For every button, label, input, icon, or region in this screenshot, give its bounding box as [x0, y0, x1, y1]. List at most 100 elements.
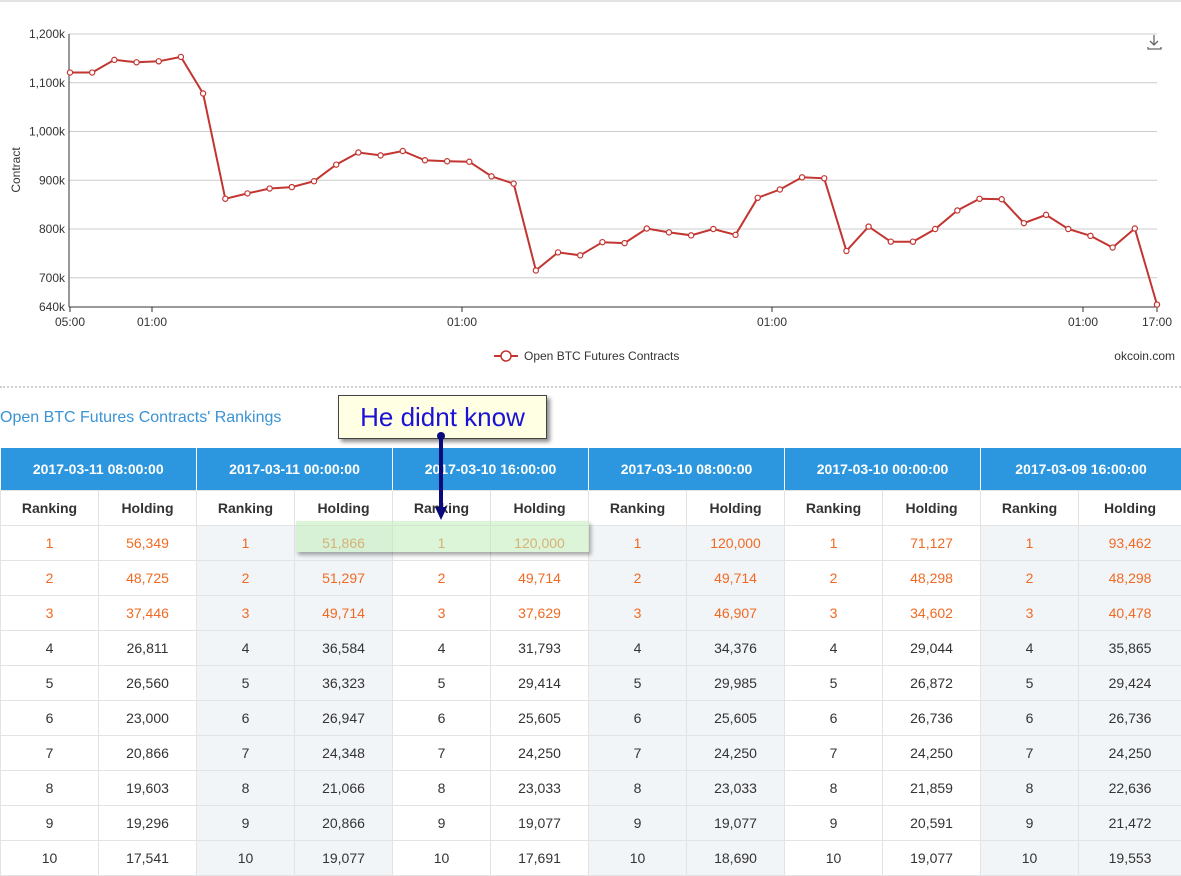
data-point[interactable] — [311, 179, 316, 184]
data-point[interactable] — [1110, 245, 1115, 250]
data-point[interactable] — [910, 239, 915, 244]
data-point[interactable] — [1154, 302, 1159, 307]
data-point[interactable] — [134, 60, 139, 65]
holding-cell: 24,250 — [883, 736, 981, 771]
data-point[interactable] — [622, 241, 627, 246]
rank-cell: 8 — [589, 771, 687, 806]
holding-cell: 18,690 — [687, 841, 785, 876]
data-point[interactable] — [844, 248, 849, 253]
data-point[interactable] — [578, 253, 583, 258]
data-point[interactable] — [112, 57, 117, 62]
data-point[interactable] — [422, 158, 427, 163]
data-point[interactable] — [866, 224, 871, 229]
holding-cell: 29,414 — [491, 666, 589, 701]
rank-cell: 5 — [1, 666, 99, 701]
rank-cell: 5 — [589, 666, 687, 701]
chart-grid — [69, 34, 1157, 307]
data-point[interactable] — [334, 162, 339, 167]
data-point[interactable] — [1021, 221, 1026, 226]
rank-cell: 10 — [981, 841, 1079, 876]
data-point[interactable] — [888, 239, 893, 244]
annotation-callout: He didnt know — [338, 395, 547, 439]
data-point[interactable] — [467, 159, 472, 164]
rank-cell: 10 — [393, 841, 491, 876]
rank-cell: 1 — [785, 526, 883, 561]
data-point[interactable] — [378, 153, 383, 158]
legend-label: Open BTC Futures Contracts — [524, 349, 679, 363]
rank-cell: 7 — [589, 736, 687, 771]
table-row: 156,349151,8661120,0001120,000171,127193… — [1, 526, 1181, 561]
data-point[interactable] — [1088, 233, 1093, 238]
data-point[interactable] — [733, 232, 738, 237]
holding-cell: 24,250 — [1079, 736, 1181, 771]
holding-cell: 26,947 — [295, 701, 393, 736]
data-point[interactable] — [555, 250, 560, 255]
chart-credit[interactable]: okcoin.com — [1114, 349, 1175, 363]
holding-cell: 21,859 — [883, 771, 981, 806]
rank-cell: 7 — [393, 736, 491, 771]
holding-header: Holding — [883, 491, 981, 526]
data-point[interactable] — [666, 230, 671, 235]
rank-cell: 3 — [589, 596, 687, 631]
download-icon[interactable] — [1148, 35, 1161, 49]
rank-cell: 2 — [393, 561, 491, 596]
data-point[interactable] — [223, 196, 228, 201]
data-point[interactable] — [644, 226, 649, 231]
data-point[interactable] — [689, 233, 694, 238]
rank-cell: 6 — [1, 701, 99, 736]
data-point[interactable] — [400, 148, 405, 153]
rank-cell: 1 — [589, 526, 687, 561]
data-point[interactable] — [933, 226, 938, 231]
data-point[interactable] — [777, 187, 782, 192]
data-point[interactable] — [178, 54, 183, 59]
data-point[interactable] — [201, 91, 206, 96]
rank-cell: 8 — [197, 771, 295, 806]
rank-cell: 5 — [981, 666, 1079, 701]
data-point[interactable] — [1132, 226, 1137, 231]
data-point[interactable] — [533, 268, 538, 273]
y-tick-label: 640k — [39, 300, 66, 314]
holding-cell: 24,250 — [687, 736, 785, 771]
data-point[interactable] — [67, 70, 72, 75]
data-point[interactable] — [755, 195, 760, 200]
rank-cell: 6 — [197, 701, 295, 736]
data-point[interactable] — [711, 226, 716, 231]
holding-cell: 23,000 — [99, 701, 197, 736]
data-point[interactable] — [1066, 226, 1071, 231]
data-point[interactable] — [356, 150, 361, 155]
x-tick-label: 01:00 — [757, 315, 787, 329]
data-point[interactable] — [977, 196, 982, 201]
data-point[interactable] — [955, 208, 960, 213]
rank-cell: 10 — [785, 841, 883, 876]
holding-cell: 26,811 — [99, 631, 197, 666]
data-point[interactable] — [267, 186, 272, 191]
date-header: 2017-03-10 00:00:00 — [785, 448, 981, 491]
data-point[interactable] — [156, 59, 161, 64]
data-point[interactable] — [511, 181, 516, 186]
rank-cell: 3 — [1, 596, 99, 631]
chart-legend[interactable]: Open BTC Futures Contracts — [494, 349, 679, 363]
data-point[interactable] — [289, 184, 294, 189]
data-point[interactable] — [822, 176, 827, 181]
holding-cell: 36,323 — [295, 666, 393, 701]
holding-cell: 46,907 — [687, 596, 785, 631]
y-tick-label: 1,100k — [29, 76, 66, 90]
data-point[interactable] — [489, 174, 494, 179]
ranking-header: Ranking — [589, 491, 687, 526]
data-point[interactable] — [90, 70, 95, 75]
data-point[interactable] — [1043, 212, 1048, 217]
holding-cell: 26,736 — [883, 701, 981, 736]
holding-cell: 25,605 — [491, 701, 589, 736]
rankings-title: Open BTC Futures Contracts' Rankings — [0, 409, 281, 427]
data-point[interactable] — [799, 175, 804, 180]
data-point[interactable] — [999, 197, 1004, 202]
data-point[interactable] — [245, 191, 250, 196]
rank-cell: 6 — [393, 701, 491, 736]
data-point[interactable] — [445, 159, 450, 164]
rank-cell: 4 — [981, 631, 1079, 666]
rank-cell: 1 — [981, 526, 1079, 561]
data-point[interactable] — [600, 240, 605, 245]
rank-cell: 9 — [393, 806, 491, 841]
